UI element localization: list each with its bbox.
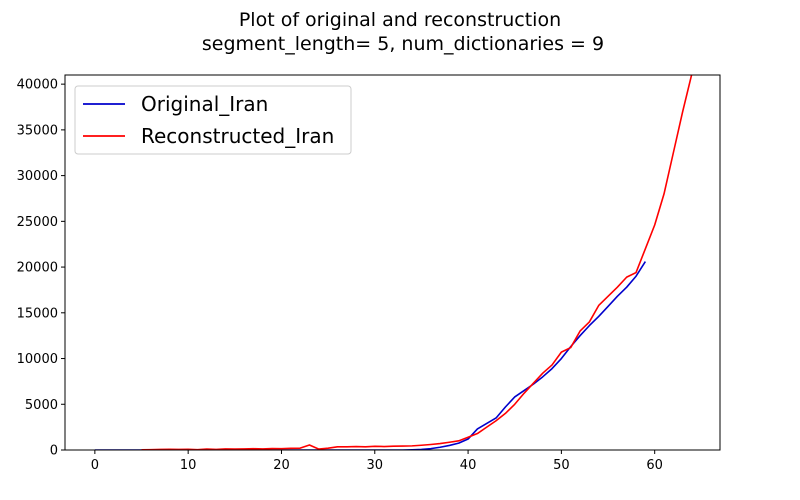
x-tick-label: 40 [460, 458, 477, 473]
chart-title-line-1: Plot of original and reconstruction [239, 9, 561, 31]
y-tick-label: 20000 [17, 261, 58, 276]
y-tick-label: 35000 [17, 123, 58, 138]
x-tick-label: 20 [273, 458, 290, 473]
x-tick-label: 10 [180, 458, 197, 473]
y-tick-label: 30000 [17, 169, 58, 184]
axes: 0 10 20 30 40 50 60 0 5000 10000 15000 20000 25000 30… [17, 74, 721, 473]
legend-label-0: Original_Iran [141, 92, 268, 116]
legend-box [74, 85, 352, 155]
x-tick-label: 50 [553, 458, 570, 473]
y-tick-label: 40000 [17, 78, 58, 93]
chart-title-line-2: segment_length= 5, num_dictionaries = 9 [202, 33, 604, 55]
plot-area [94, 75, 693, 450]
series-line-1 [141, 75, 693, 450]
y-tick-label: 25000 [17, 215, 58, 230]
axes-frame [64, 74, 721, 451]
y-tick-label: 0 [50, 444, 58, 459]
x-tick-label: 60 [646, 458, 663, 473]
y-tick-label: 10000 [17, 352, 58, 367]
x-tick-label: 0 [91, 458, 99, 473]
y-tick-label: 5000 [25, 398, 58, 413]
legend-label-1: Reconstructed_Iran [141, 124, 334, 148]
x-tick-label: 30 [366, 458, 383, 473]
series-line-0 [94, 261, 647, 450]
legend: Original_Iran Reconstructed_Iran [74, 85, 352, 155]
y-tick-label: 15000 [17, 306, 58, 321]
